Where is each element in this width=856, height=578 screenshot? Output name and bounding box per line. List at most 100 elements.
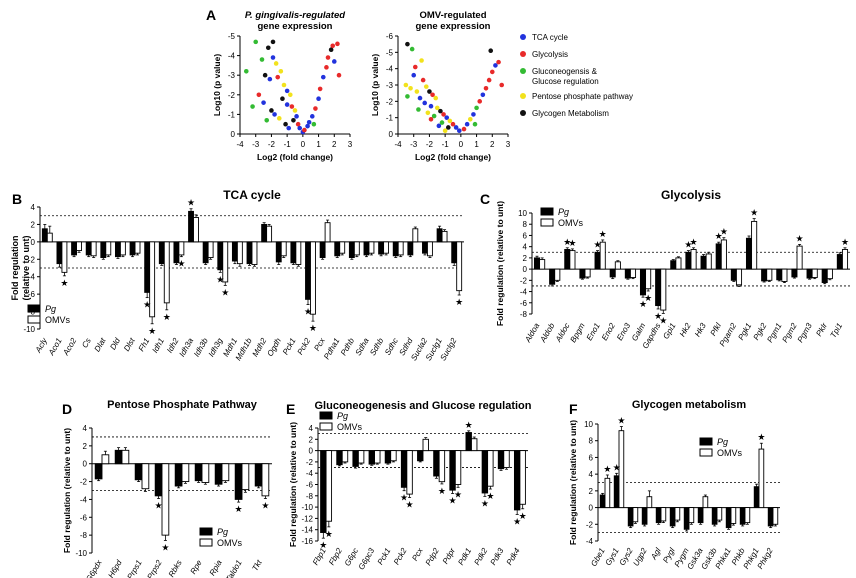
volcano-subtitle: gene expression (258, 21, 333, 32)
y-tick-label: -6 (80, 513, 88, 522)
scatter-point (480, 92, 486, 98)
scatter-point (297, 125, 303, 131)
scatter-point (422, 100, 428, 106)
y-tick-label: 0 (83, 460, 88, 469)
scatter-point (270, 39, 276, 45)
scatter-point (403, 82, 409, 88)
bar-omv (325, 450, 333, 522)
scatter-point (436, 123, 442, 129)
category-label: Pdk4 (505, 546, 522, 567)
x-tick-label: -1 (284, 140, 292, 149)
significance-star: ★ (261, 501, 269, 511)
bar-omv (604, 477, 611, 509)
scatter-point (325, 55, 331, 60)
category-label: Pklr (814, 321, 829, 338)
y-axis-title: Log10 (p value) (370, 54, 380, 117)
bar-omv (826, 268, 833, 280)
scatter-point (499, 82, 505, 88)
bar-omv (101, 454, 110, 465)
significance-star: ★ (304, 307, 312, 317)
panel-letter-a: A (206, 7, 216, 23)
bar-omv (503, 450, 510, 469)
bar-omv (181, 463, 190, 483)
significance-star: ★ (148, 326, 156, 336)
scatter-point (284, 88, 290, 94)
bar-pg (745, 237, 753, 270)
y-tick-label: 4 (309, 424, 314, 433)
legend-swatch-pg (27, 304, 41, 313)
scatter-point (453, 125, 459, 130)
significance-star: ★ (568, 238, 576, 248)
bar-pg (319, 241, 326, 258)
y-tick-label: 0 (589, 504, 594, 513)
scatter-point (434, 105, 440, 111)
legend-swatch-omv (27, 315, 41, 324)
bar-omv (766, 268, 773, 281)
significance-star: ★ (757, 432, 765, 442)
bar-pg (114, 449, 123, 465)
category-label: Aldoa (523, 321, 542, 345)
scatter-point (253, 39, 259, 45)
scatter-point (275, 74, 281, 80)
bar-pg (700, 255, 707, 270)
bar-pg (71, 241, 78, 256)
category-label: Sdhb (368, 336, 385, 357)
significance-star: ★ (594, 240, 602, 250)
scatter-point (420, 77, 426, 83)
bar-pg (549, 268, 556, 285)
legend-label-pg: Pg (717, 437, 728, 447)
scatter-point (456, 128, 462, 134)
significance-star: ★ (60, 278, 68, 288)
y-tick-label: 2 (31, 220, 36, 229)
legend-swatch-omv (540, 218, 554, 227)
y-tick-label: -2 (520, 276, 528, 285)
significance-star: ★ (155, 501, 163, 511)
bar-omv (119, 241, 126, 256)
category-label: Eno1 (585, 322, 602, 343)
legend-swatch-omv (199, 538, 213, 547)
bar-omv (674, 507, 681, 521)
bar-pg (639, 268, 647, 296)
bar-omv (105, 241, 112, 256)
category-label: Prps1 (125, 559, 143, 578)
scatter-point (320, 74, 326, 80)
y-tick-label: -6 (520, 299, 528, 308)
y-tick-label: 2 (309, 435, 314, 444)
bar-pg (217, 241, 224, 271)
bar-omv (702, 496, 709, 509)
y-tick-label: -8 (80, 531, 88, 540)
bar-omv (324, 222, 331, 243)
legend-dot (520, 34, 526, 40)
chart-title: Gluconeogenesis and Glucose regulation (315, 400, 532, 412)
bar-pg (683, 507, 690, 530)
category-label: Pdk3 (489, 546, 506, 567)
significance-star: ★ (599, 229, 607, 239)
scatter-point (425, 110, 431, 116)
scatter-point (313, 106, 318, 111)
bar-pg (114, 241, 121, 258)
bar-omv (383, 241, 390, 254)
legend-label-pg: Pg (337, 411, 348, 421)
bar-pg (564, 249, 571, 270)
y-tick-label: -3 (386, 81, 394, 90)
bar-pg (711, 507, 718, 525)
bar-omv (295, 241, 302, 265)
scatter-point (412, 64, 418, 70)
bar-omv (614, 261, 621, 270)
y-tick-label: -6 (306, 481, 314, 490)
scatter-point (467, 117, 473, 122)
legend-swatch-omv (699, 448, 713, 457)
scatter-point (493, 63, 498, 68)
y-tick-label: 8 (523, 220, 528, 229)
bar-pg (41, 228, 48, 243)
bar-pg (129, 241, 136, 256)
scatter-point (317, 86, 323, 92)
category-label: Gbe1 (589, 547, 607, 568)
scatter-point (445, 125, 451, 130)
bar-pg (669, 507, 676, 527)
scatter-point (438, 108, 443, 114)
x-tick-label: -2 (426, 140, 434, 149)
scatter-point (450, 121, 456, 127)
category-label: Bpgm (568, 321, 586, 344)
x-tick-label: -3 (410, 140, 418, 149)
